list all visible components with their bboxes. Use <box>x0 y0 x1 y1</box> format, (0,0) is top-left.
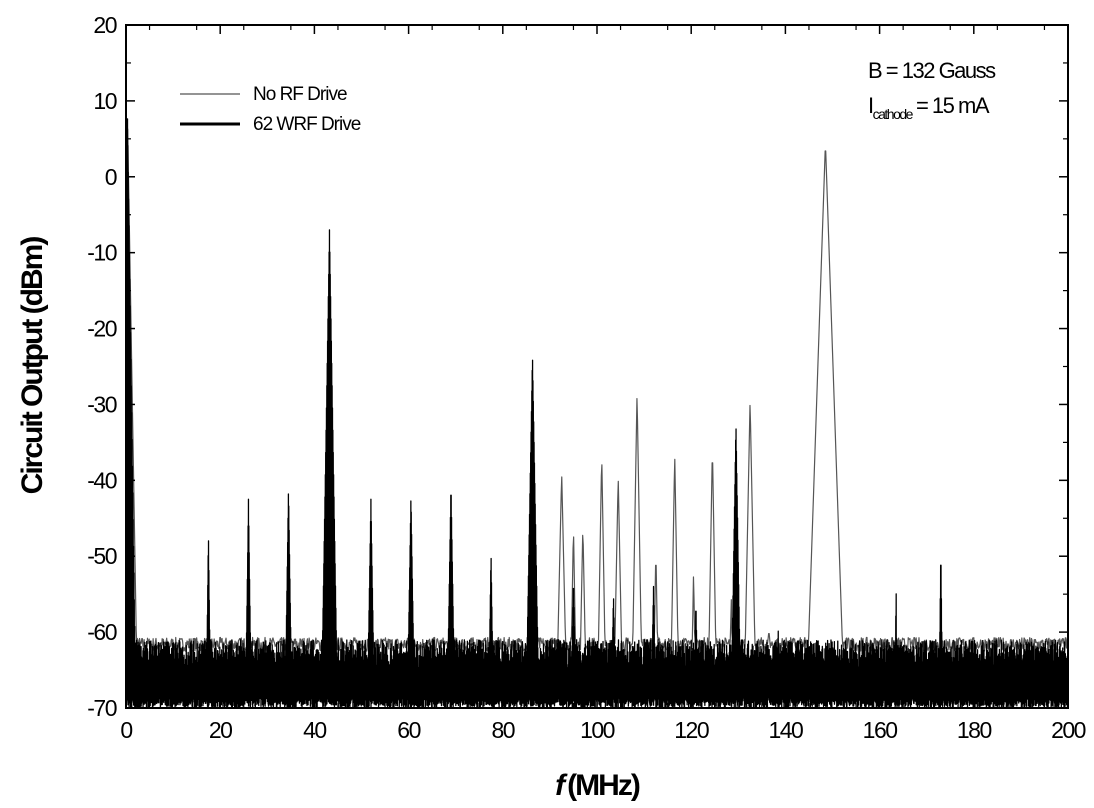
annotation-current-value: = 15 mA <box>916 93 990 118</box>
series-no-rf-trace <box>126 128 1068 652</box>
x-tick-label: 160 <box>863 717 898 743</box>
series-layer <box>126 118 1068 708</box>
x-tick-label: 200 <box>1051 717 1086 743</box>
legend-label-no-rf: No RF Drive <box>253 84 347 105</box>
x-tick-label: 80 <box>492 717 515 743</box>
tick-labels-layer: 0 20 40 60 80 100 120 140 160 180 20020100-10-20-3… <box>87 12 1087 743</box>
x-axis-unit: (MHz) <box>567 769 640 802</box>
y-axis-title: Circuit Output (dBm) <box>16 237 49 495</box>
y-tick-label: -40 <box>87 467 116 493</box>
y-tick-label: -10 <box>87 240 116 266</box>
y-tick-label: -70 <box>87 695 116 721</box>
annotation-box: B = 132 Gauss Icathode = 15 mA <box>868 58 998 122</box>
x-tick-label: 20 <box>209 717 232 743</box>
legend: No RF Drive 62 WRF Drive <box>180 84 362 135</box>
annotation-current-symbol: I <box>868 93 873 118</box>
y-tick-label: 0 <box>105 164 117 190</box>
y-tick-label: -20 <box>87 316 116 342</box>
x-tick-label: 180 <box>957 717 992 743</box>
x-tick-label: 60 <box>397 717 420 743</box>
series-62w-rf-trace <box>126 118 1068 708</box>
legend-label-62w-rf: 62 WRF Drive <box>253 114 361 135</box>
ticks-layer <box>125 24 1069 709</box>
x-tick-label: 40 <box>303 717 326 743</box>
y-tick-label: -60 <box>87 619 116 645</box>
annotation-cathode-current: Icathode = 15 mA <box>868 93 990 122</box>
x-tick-label: 120 <box>674 717 709 743</box>
x-axis-title: f (MHz) <box>555 769 640 802</box>
x-tick-label: 140 <box>768 717 803 743</box>
annotation-current-subscript: cathode <box>873 106 914 122</box>
y-tick-label: -50 <box>87 543 116 569</box>
x-tick-label: 0 <box>120 717 132 743</box>
y-tick-label: 20 <box>93 12 116 38</box>
annotation-b-field: B = 132 Gauss <box>868 58 996 83</box>
x-tick-label: 100 <box>580 717 615 743</box>
y-tick-label: 10 <box>93 88 116 114</box>
y-tick-label: -30 <box>87 391 116 417</box>
